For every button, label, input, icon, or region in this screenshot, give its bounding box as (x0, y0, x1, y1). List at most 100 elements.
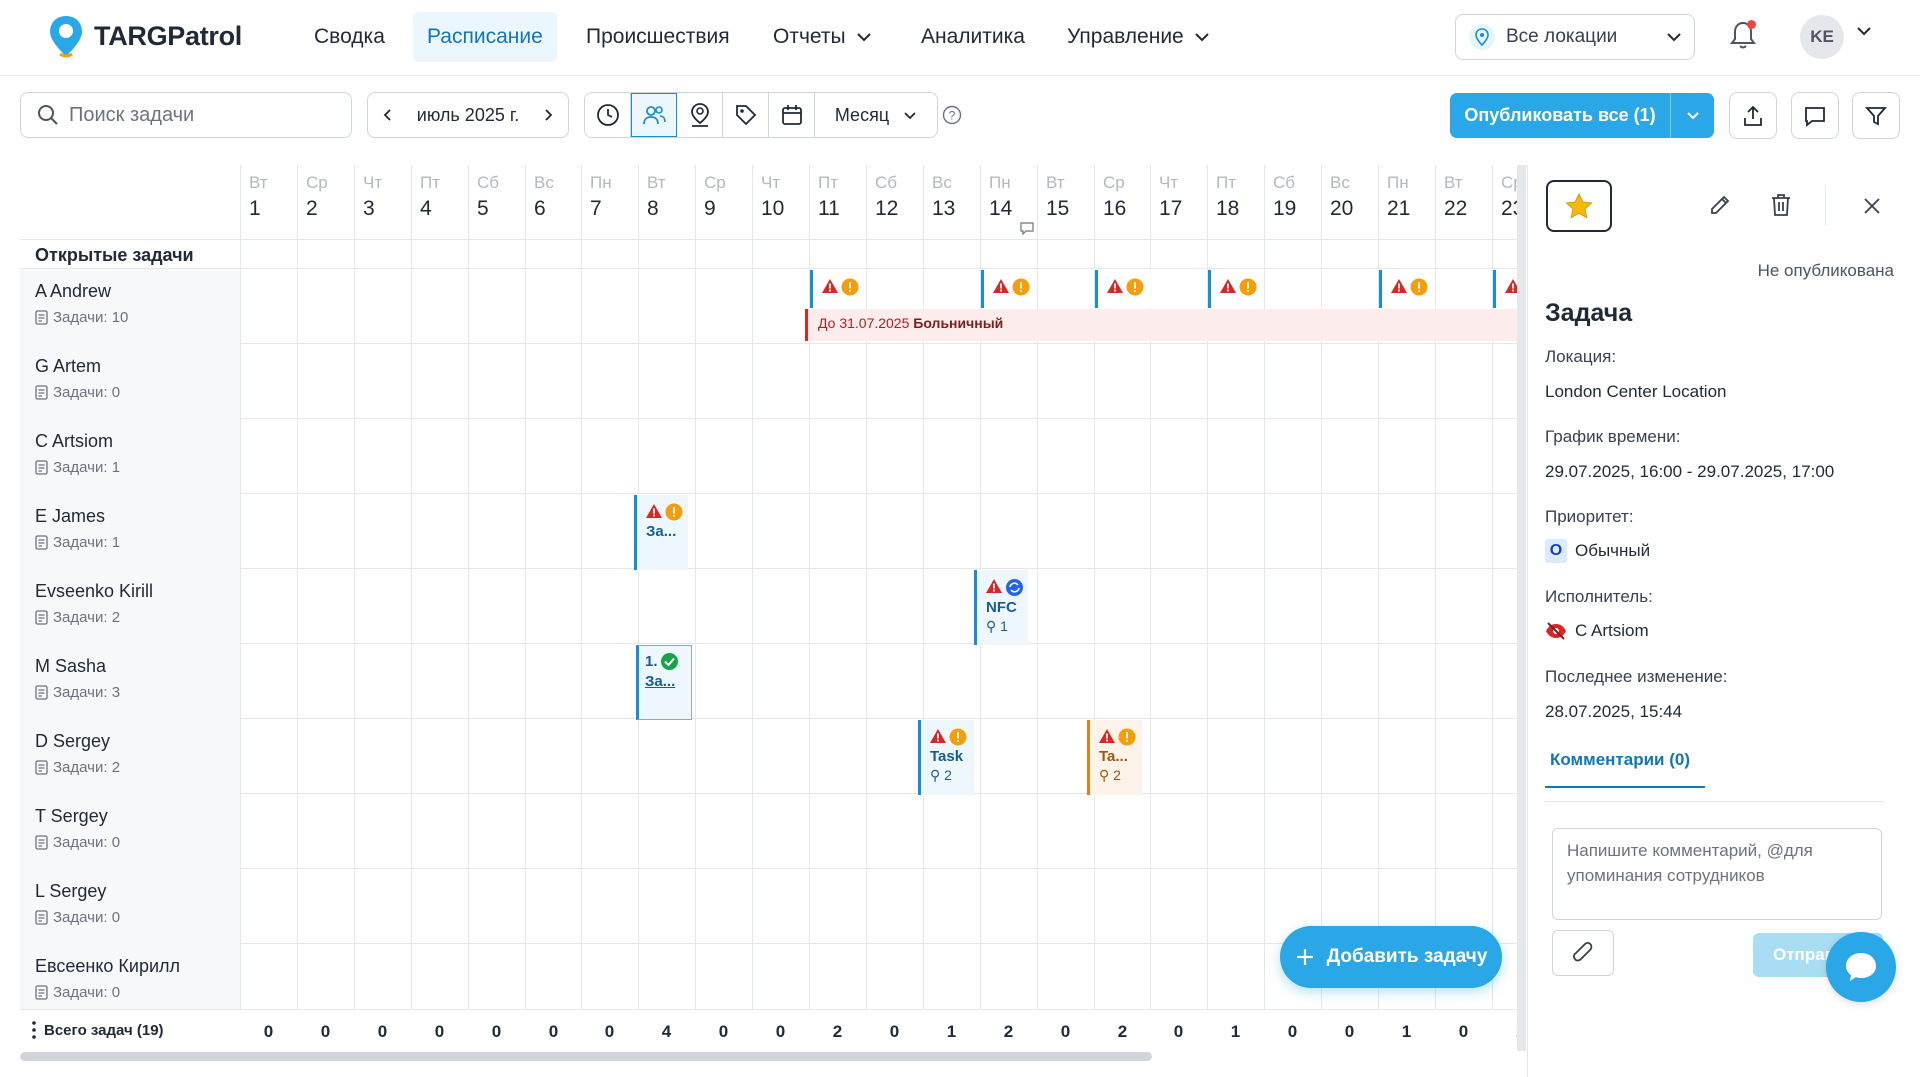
nav-reports[interactable]: Отчеты (759, 12, 886, 62)
task-shift[interactable] (1208, 270, 1264, 308)
nav-analytics[interactable]: Аналитика (907, 12, 1039, 62)
tab-comments[interactable]: Комментарии (0) (1545, 750, 1705, 788)
more-vertical-icon[interactable] (32, 1021, 36, 1039)
nav-schedule[interactable]: Расписание (413, 12, 557, 62)
message-icon (1805, 106, 1825, 127)
shift-icons (1211, 270, 1264, 296)
chevron-down-icon[interactable] (1856, 26, 1872, 36)
attach-button[interactable] (1552, 930, 1614, 976)
view-by-employees-button[interactable] (631, 93, 677, 137)
employee-row: A Andrew Задачи: 10 (20, 269, 1517, 344)
task-shift[interactable]: Task ⚲ 2 (918, 720, 974, 795)
employee-cell[interactable]: T Sergey Задачи: 0 (20, 794, 240, 869)
warning-triangle-icon (986, 579, 1002, 593)
app-name: TARGPatrol (94, 20, 243, 51)
comment-marker-icon[interactable] (1020, 222, 1034, 235)
comments-button[interactable] (1791, 92, 1839, 139)
task-shift[interactable] (1379, 270, 1435, 308)
day-header[interactable]: Вт 22 (1435, 165, 1492, 239)
day-header[interactable]: Ср 2 (297, 165, 354, 239)
nav-management[interactable]: Управление (1053, 12, 1224, 62)
add-task-button[interactable]: Добавить задачу (1280, 926, 1502, 988)
day-header[interactable]: Пт 4 (411, 165, 468, 239)
nav-incidents[interactable]: Происшествия (572, 12, 744, 62)
task-shift[interactable]: За... (634, 495, 688, 570)
publish-options-button[interactable] (1670, 93, 1714, 138)
task-shift-stack[interactable]: 1. За... (636, 645, 692, 720)
app-logo[interactable]: TARGPatrol (48, 14, 242, 58)
employee-cell[interactable]: Евсеенко Кирилл Задачи: 0 (20, 944, 240, 1019)
day-of-week: Ср (306, 173, 328, 192)
day-header[interactable]: Ср 16 (1094, 165, 1151, 239)
grid-line (1378, 239, 1379, 1009)
view-by-tags-button[interactable] (723, 93, 769, 137)
user-avatar[interactable]: KE (1800, 15, 1844, 59)
employee-cell[interactable]: A Andrew Задачи: 10 (20, 269, 240, 344)
view-by-time-button[interactable] (585, 93, 631, 137)
publish-all-button[interactable]: Опубликовать все (1) (1450, 93, 1714, 138)
day-header[interactable]: Вт 1 (240, 165, 297, 239)
view-period-select[interactable]: Месяц (815, 93, 937, 137)
employee-cell[interactable]: G Artem Задачи: 0 (20, 344, 240, 419)
employee-cell[interactable]: E James Задачи: 1 (20, 494, 240, 569)
vertical-scrollbar[interactable] (1517, 165, 1526, 1051)
day-header[interactable]: Пт 18 (1207, 165, 1264, 239)
day-header[interactable]: Пт 11 (809, 165, 866, 239)
day-header[interactable]: Сб 5 (468, 165, 525, 239)
day-header[interactable]: Вс 6 (525, 165, 582, 239)
task-shift[interactable]: NFC ⚲ 1 (974, 570, 1028, 645)
day-header[interactable]: Чт 10 (752, 165, 809, 239)
day-header[interactable]: Сб 19 (1264, 165, 1321, 239)
day-header[interactable]: Чт 17 (1150, 165, 1207, 239)
add-task-label: Добавить задачу (1326, 946, 1488, 967)
employee-task-count-text: Задачи: 0 (53, 834, 121, 851)
edit-icon[interactable] (1708, 193, 1732, 217)
day-header[interactable]: Пн 21 (1378, 165, 1435, 239)
employee-cell[interactable]: M Sasha Задачи: 3 (20, 644, 240, 719)
nav-summary[interactable]: Сводка (300, 12, 399, 62)
comment-input[interactable] (1552, 828, 1882, 920)
chevron-right-icon[interactable] (544, 108, 554, 122)
day-header[interactable]: Вс 20 (1321, 165, 1378, 239)
task-shift[interactable] (810, 270, 866, 308)
day-header[interactable]: Вс 13 (923, 165, 980, 239)
filter-button[interactable] (1852, 92, 1900, 139)
help-icon[interactable]: ? (942, 105, 962, 125)
search-input[interactable] (69, 103, 329, 127)
task-shift[interactable]: Ta... ⚲ 2 (1087, 720, 1142, 795)
day-header[interactable]: Сб 12 (866, 165, 923, 239)
day-header[interactable]: Пн 14 (980, 165, 1037, 239)
day-header[interactable]: Чт 3 (354, 165, 411, 239)
warning-triangle-icon (993, 279, 1009, 293)
totals-label-text: Всего задач (19) (44, 1021, 164, 1039)
support-chat-button[interactable] (1826, 932, 1896, 1002)
day-header[interactable]: Вт 8 (638, 165, 695, 239)
close-icon[interactable] (1863, 197, 1881, 215)
shift-title: За... (645, 673, 676, 690)
notifications-button[interactable] (1730, 20, 1756, 55)
employee-cell[interactable]: C Artsiom Задачи: 1 (20, 419, 240, 494)
favorite-button[interactable] (1546, 180, 1612, 232)
employee-cell[interactable]: L Sergey Задачи: 0 (20, 869, 240, 944)
export-button[interactable] (1729, 92, 1777, 139)
day-header[interactable]: Вт 15 (1037, 165, 1094, 239)
day-header[interactable]: Ср 23 (1492, 165, 1517, 239)
task-shift[interactable] (1095, 270, 1151, 308)
horizontal-scrollbar[interactable] (20, 1052, 1152, 1061)
publish-all-label[interactable]: Опубликовать все (1) (1464, 105, 1656, 125)
sick-leave-bar[interactable]: До 31.07.2025 Больничный (805, 309, 1517, 341)
day-header[interactable]: Пн 7 (581, 165, 638, 239)
view-by-location-button[interactable] (677, 93, 723, 137)
employee-cell[interactable]: D Sergey Задачи: 2 (20, 719, 240, 794)
employee-cell[interactable]: Evseenko Kirill Задачи: 2 (20, 569, 240, 644)
day-header[interactable]: Ср 9 (695, 165, 752, 239)
trash-icon[interactable] (1770, 193, 1792, 217)
alert-circle-icon (1118, 728, 1136, 746)
calendar-view-button[interactable] (769, 93, 815, 137)
task-shift[interactable] (981, 270, 1037, 308)
location-select[interactable]: Все локации (1455, 14, 1695, 60)
current-month[interactable]: июль 2025 г. (416, 104, 520, 125)
chevron-left-icon[interactable] (382, 108, 392, 122)
task-shift[interactable] (1493, 270, 1517, 308)
employee-name: M Sasha (35, 656, 107, 676)
